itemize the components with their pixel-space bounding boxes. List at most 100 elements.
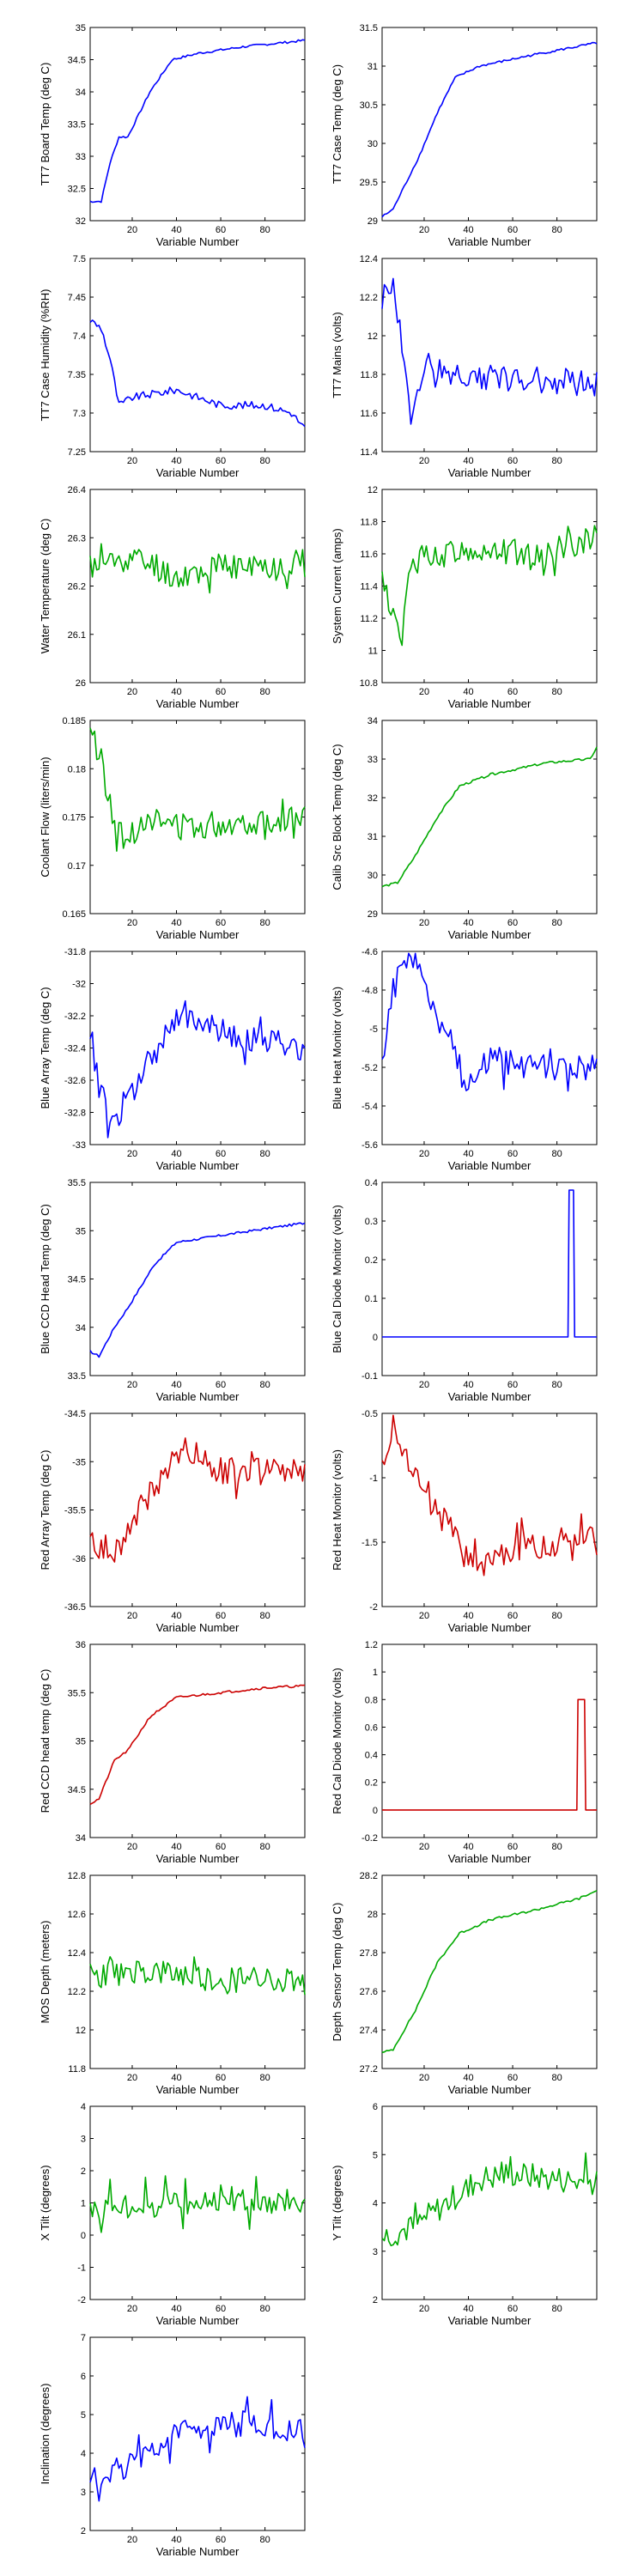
plot-area: [89, 258, 306, 453]
x-tick-label: 80: [551, 687, 562, 697]
x-tick-label: 20: [419, 456, 429, 466]
x-tick-label: 80: [551, 1380, 562, 1390]
y-tick-label: -0.2: [361, 1833, 378, 1844]
y-tick-label: 12: [76, 2026, 86, 2036]
plot-area: [89, 27, 306, 222]
x-tick-label: 20: [127, 456, 137, 466]
y-axis-label: X Tilt (degrees): [39, 2165, 52, 2240]
x-tick-label: 20: [127, 2304, 137, 2314]
x-tick-label: 60: [507, 1149, 518, 1159]
x-tick-label: 80: [259, 1149, 270, 1159]
x-tick-label: 20: [127, 2535, 137, 2545]
y-tick-label: 4: [81, 2449, 86, 2459]
y-tick-label: 34.5: [68, 1275, 86, 1285]
x-axis-label: Variable Number: [448, 235, 532, 248]
plot-area: [381, 27, 598, 222]
series-line: [89, 319, 306, 428]
x-axis-label: Variable Number: [156, 2314, 240, 2327]
x-tick-label: 80: [259, 687, 270, 697]
y-tick-label: -0.1: [361, 1371, 378, 1382]
x-tick-label: 40: [171, 456, 181, 466]
chart-panel: 20 40 60 80 Variable Number 11.8 12 12.2 12.4 12.…: [39, 1871, 306, 2096]
chart-panel: 20 40 60 80 Variable Number -2 -1 0 1 2 3 4 X Tilt (…: [39, 2102, 306, 2327]
y-tick-label: 33.5: [68, 120, 86, 131]
y-axis-label: TT7 Case Temp (deg C): [331, 64, 343, 184]
y-axis-label: Red Cal Diode Monitor (volts): [331, 1668, 343, 1814]
x-tick-label: 20: [127, 1380, 137, 1390]
series-line: [381, 1890, 598, 2054]
y-tick-label: 32: [76, 216, 86, 227]
y-axis-label: Water Temperature (deg C): [39, 519, 52, 654]
y-tick-label: 34.5: [68, 1785, 86, 1795]
x-tick-label: 40: [171, 2304, 181, 2314]
x-tick-label: 40: [171, 1842, 181, 1852]
y-axis-label: Inclination (degrees): [39, 2384, 52, 2485]
y-tick-label: 7.45: [68, 293, 86, 303]
series-line: [382, 1698, 597, 1811]
x-tick-label: 60: [216, 1611, 226, 1621]
x-axis-label: Variable Number: [156, 1852, 240, 1865]
chart-panel: 20 40 60 80 Variable Number 32 32.5 33 33.5 34 34.…: [39, 23, 306, 248]
x-tick-label: 40: [463, 1842, 473, 1852]
y-tick-label: 28: [368, 1910, 378, 1920]
x-axis-label: Variable Number: [448, 1621, 532, 1634]
chart-panel: 20 40 60 80 Variable Number 2 3 4 5 6 Y Tilt (degr…: [331, 2102, 598, 2327]
plot-area: [381, 258, 598, 453]
x-tick-label: 80: [551, 456, 562, 466]
y-tick-label: 30.5: [360, 100, 378, 111]
x-axis-label: Variable Number: [156, 1390, 240, 1403]
y-tick-label: 7.5: [73, 254, 86, 264]
y-tick-label: 0.3: [365, 1217, 378, 1227]
y-tick-label: 3: [373, 2247, 378, 2257]
series-line: [381, 525, 598, 647]
series-line: [381, 277, 598, 425]
x-axis-label: Variable Number: [156, 2083, 240, 2096]
x-tick-label: 80: [551, 2073, 562, 2083]
y-tick-label: -4.6: [361, 947, 378, 957]
y-tick-label: 0.4: [365, 1751, 378, 1761]
plot-area: [89, 1182, 306, 1376]
x-tick-label: 80: [551, 1149, 562, 1159]
x-tick-label: 80: [259, 2073, 270, 2083]
x-tick-label: 40: [463, 1611, 473, 1621]
x-tick-label: 40: [463, 1380, 473, 1390]
y-tick-label: 31: [368, 62, 378, 72]
x-tick-label: 20: [127, 225, 137, 235]
series-line: [381, 2152, 598, 2246]
y-axis-label: Red Array Temp (deg C): [39, 1450, 52, 1571]
y-axis-label: System Current (amps): [331, 528, 343, 643]
y-tick-label: -32.2: [64, 1012, 86, 1022]
y-tick-label: 0.2: [365, 1255, 378, 1266]
y-tick-label: 0.8: [365, 1695, 378, 1705]
chart-panel: 20 40 60 80 Variable Number 0.165 0.17 0.175 0.1…: [39, 716, 306, 941]
y-axis-label: TT7 Case Humidity (%RH): [39, 289, 52, 422]
x-tick-label: 60: [216, 2073, 226, 2083]
y-axis-label: Red CCD head temp (deg C): [39, 1669, 52, 1814]
x-tick-label: 20: [127, 1842, 137, 1852]
y-tick-label: 0.175: [62, 813, 86, 823]
series-line: [89, 1437, 306, 1563]
x-tick-label: 80: [551, 2304, 562, 2314]
y-tick-label: 0.2: [365, 1778, 378, 1789]
series-line: [381, 41, 598, 218]
y-tick-label: 29: [368, 216, 378, 227]
y-tick-label: 0: [81, 2231, 86, 2241]
x-tick-label: 20: [419, 2073, 429, 2083]
x-tick-label: 60: [216, 1842, 226, 1852]
x-tick-label: 40: [171, 918, 181, 928]
x-tick-label: 80: [551, 225, 562, 235]
y-tick-label: 12.8: [68, 1871, 86, 1881]
y-tick-label: 27.4: [360, 2026, 378, 2036]
y-tick-label: 26.4: [68, 485, 86, 495]
x-tick-label: 20: [127, 2073, 137, 2083]
x-tick-label: 60: [507, 2073, 518, 2083]
y-tick-label: 11.4: [360, 582, 378, 592]
x-axis-label: Variable Number: [156, 2545, 240, 2558]
x-tick-label: 80: [259, 1380, 270, 1390]
y-tick-label: 31.5: [360, 23, 378, 33]
x-axis-label: Variable Number: [448, 1390, 532, 1403]
x-tick-label: 80: [551, 1842, 562, 1852]
chart-panel: 20 40 60 80 Variable Number 7.25 7.3 7.35 7.4 7.4…: [39, 254, 306, 479]
x-tick-label: 20: [127, 687, 137, 697]
plot-area: [89, 720, 306, 914]
